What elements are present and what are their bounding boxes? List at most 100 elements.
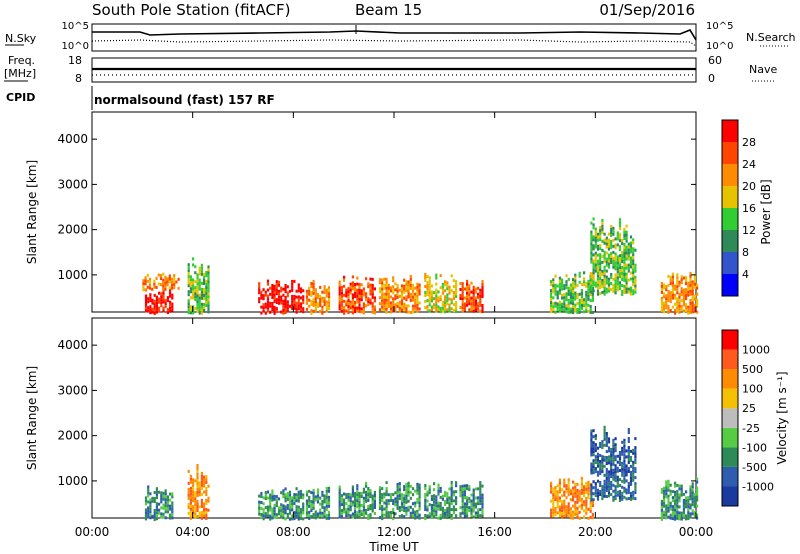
velocity-cell [194,503,197,507]
velocity-cell [319,511,322,515]
power-cell [439,274,442,278]
velocity-cell [400,508,404,512]
power-cell [381,284,384,288]
velocity-cell [607,470,611,474]
power-cell [358,309,361,313]
velocity-cell [594,494,597,498]
power-colorbar-tick: 8 [742,246,749,259]
velocity-cell [273,503,276,507]
velocity-cell [627,437,630,440]
velocity-cell [403,506,406,510]
power-cell [418,301,421,305]
velocity-cell [676,504,679,508]
velocity-cell [676,489,679,493]
velocity-cell [308,504,311,508]
velocity-cell [196,503,199,506]
power-cell [435,291,438,295]
velocity-cell [164,492,167,496]
velocity-cell [479,502,482,506]
power-cell [437,308,440,312]
power-cell [665,288,668,292]
velocity-cell [153,497,156,500]
power-cell [198,311,201,315]
power-cell [177,286,180,290]
velocity-cell [282,507,285,511]
power-cell [612,232,615,236]
velocity-cell [552,493,555,497]
power-cell [663,304,666,308]
velocity-cell [592,450,595,454]
velocity-cell [340,512,343,516]
velocity-cell [441,515,444,519]
power-cell [198,305,201,309]
power-cell [439,307,442,311]
velocity-cell [286,503,289,507]
power-cell [349,285,352,289]
power-cell [592,265,595,269]
velocity-cell [621,485,624,489]
power-cell [319,309,322,313]
power-cell [196,303,199,307]
power-cell [455,289,458,293]
velocity-cell [580,503,583,507]
power-cell [576,296,579,299]
velocity-cell [696,504,699,508]
velocity-cell [338,491,341,495]
velocity-cell [621,479,624,483]
power-cell [155,301,158,305]
power-cell [563,296,566,300]
power-cell [426,293,429,297]
power-cell [448,288,451,292]
velocity-cell [282,489,285,493]
velocity-cell [623,459,626,463]
velocity-cell [162,497,165,501]
power-cell [674,293,677,297]
power-cell [389,301,393,305]
velocity-cell [468,500,471,504]
velocity-cell [472,515,475,519]
velocity-cell [601,440,604,444]
power-cell [262,294,265,298]
velocity-cell [623,444,626,448]
power-cell [262,297,265,301]
velocity-cell [398,515,401,519]
power-cell [550,301,553,305]
power-cell [678,283,681,287]
velocity-cell [591,501,594,505]
power-cell [316,305,320,309]
velocity-cell [558,484,561,488]
velocity-cell [269,505,272,509]
velocity-cell [594,470,597,474]
velocity-cell [269,502,272,506]
velocity-cell [605,471,608,474]
velocity-cell [418,516,421,520]
velocity-cell [481,484,484,488]
power-cell [310,309,313,312]
power-cell [177,277,180,281]
velocity-cell [319,502,322,506]
power-cell [567,307,570,311]
velocity-cell [360,495,363,498]
power-cell [589,305,592,309]
power-cell [266,282,270,286]
velocity-cell [590,489,593,493]
velocity-cell [634,497,637,501]
power-cell [302,307,305,311]
power-cell [291,285,294,289]
velocity-cell [280,512,283,516]
velocity-cell [297,499,300,503]
power-cell [198,293,201,297]
power-cell [414,307,417,311]
velocity-cell [472,497,475,501]
power-cell [299,305,303,309]
power-cell [455,283,458,287]
velocity-colorbar-tick: 1000 [742,344,770,357]
velocity-colorbar-swatch [722,388,738,409]
power-cell [312,300,315,304]
power-cell [472,306,475,310]
power-cell [170,280,174,284]
velocity-cell [275,513,278,517]
velocity-cell [430,506,433,510]
velocity-cell [578,504,581,508]
power-cell [590,254,593,258]
